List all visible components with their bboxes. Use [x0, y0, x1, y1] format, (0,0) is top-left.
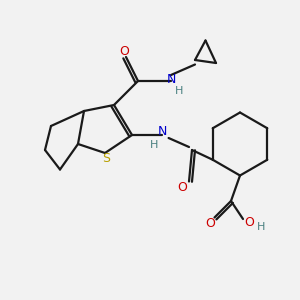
Text: H: H — [175, 85, 184, 96]
Text: S: S — [103, 152, 110, 165]
Text: H: H — [257, 221, 265, 232]
Text: O: O — [120, 44, 129, 58]
Text: N: N — [157, 125, 167, 138]
Text: O: O — [205, 217, 215, 230]
Text: H: H — [149, 140, 158, 150]
Text: O: O — [245, 215, 254, 229]
Text: O: O — [178, 181, 187, 194]
Text: N: N — [166, 73, 176, 86]
